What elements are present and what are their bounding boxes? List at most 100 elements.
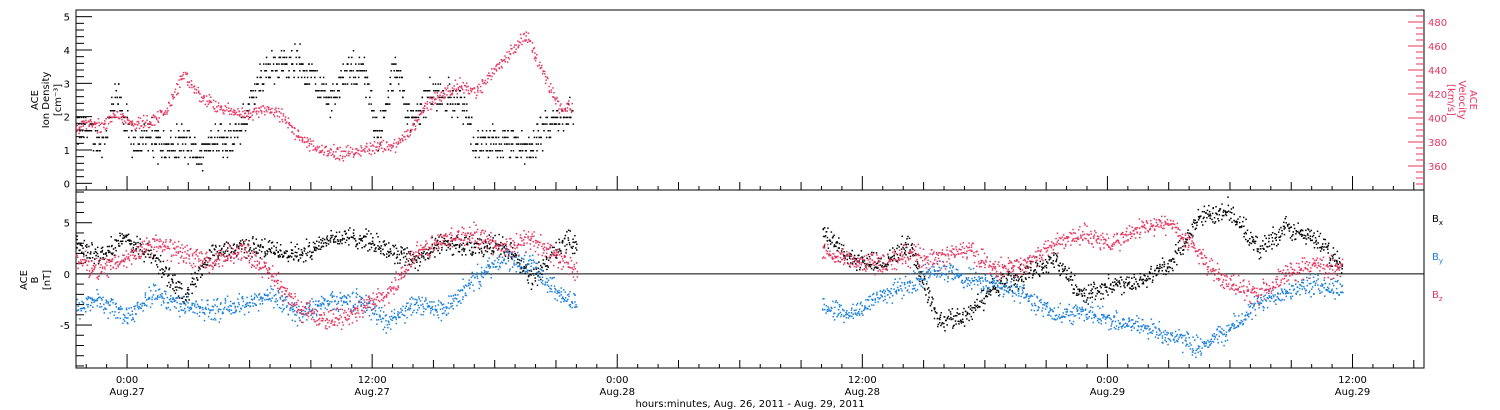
velocity-point (525, 35, 527, 37)
density-point (146, 136, 149, 139)
bx-point (914, 252, 917, 255)
density-point (352, 70, 354, 72)
bx-point (115, 239, 118, 241)
bx-point (1317, 242, 1319, 244)
bx-point (519, 271, 521, 274)
density-point (254, 90, 257, 92)
velocity-point (219, 106, 222, 108)
by-point (107, 317, 110, 320)
velocity-point (456, 83, 458, 85)
velocity-point (407, 129, 409, 131)
by-point (238, 310, 241, 313)
velocity-point (483, 81, 486, 84)
velocity-point (561, 108, 563, 110)
bx-point (191, 277, 194, 279)
velocity-point (505, 57, 507, 59)
density-point (90, 123, 93, 125)
velocity-point (536, 65, 539, 67)
velocity-point (167, 109, 169, 112)
density-point (544, 110, 547, 112)
by-point (258, 294, 260, 296)
by-point (165, 307, 168, 309)
velocity-point (366, 142, 368, 145)
by-point (223, 308, 225, 310)
velocity-point (447, 90, 449, 92)
velocity-point (234, 113, 237, 115)
bx-point (447, 239, 449, 242)
bx-point (134, 243, 137, 246)
bx-point (901, 235, 903, 238)
density-point (282, 56, 284, 59)
bx-point (567, 229, 570, 232)
bx-point (1326, 248, 1329, 250)
by-point (327, 304, 330, 307)
velocity-point (547, 77, 549, 80)
velocity-point (212, 99, 215, 102)
bx-point (1156, 264, 1159, 267)
velocity-point (481, 79, 484, 81)
density-point (165, 143, 167, 145)
velocity-point (422, 107, 425, 109)
bx-point (1018, 278, 1020, 280)
by-point (347, 294, 350, 296)
bx-point (902, 246, 904, 249)
bx-point (868, 255, 871, 258)
velocity-point (197, 86, 199, 89)
bx-point (105, 255, 108, 257)
velocity-point (301, 140, 304, 143)
velocity-point (79, 130, 81, 133)
bx-point (436, 239, 439, 242)
velocity-point (279, 121, 281, 123)
by-point (324, 307, 326, 309)
bx-point (255, 238, 258, 240)
by-point (285, 295, 288, 298)
by-point (532, 259, 535, 261)
bx-point (310, 254, 313, 257)
velocity-point (314, 147, 317, 149)
velocity-point (298, 139, 301, 141)
density-point (243, 116, 246, 119)
bx-point (971, 306, 973, 309)
velocity-point (122, 113, 124, 115)
by-point (287, 314, 290, 316)
bx-point (1077, 294, 1079, 296)
velocity-point (544, 75, 547, 78)
bx-point (1309, 235, 1312, 237)
velocity-point (135, 123, 137, 126)
bx-point (266, 249, 268, 252)
bx-point (1309, 237, 1311, 240)
by-point (345, 296, 348, 299)
velocity-point (399, 138, 402, 141)
bx-point (886, 263, 889, 265)
bx-point (1222, 209, 1225, 212)
bx-point (842, 255, 845, 257)
velocity-point (531, 42, 534, 44)
density-point (387, 96, 390, 99)
velocity-point (227, 102, 229, 104)
bx-point (931, 296, 933, 299)
by-point (199, 311, 201, 314)
by-point (157, 296, 159, 299)
velocity-point (250, 116, 252, 118)
velocity-point (319, 150, 321, 152)
bx-point (294, 251, 297, 254)
velocity-point (166, 113, 168, 115)
bx-point (923, 287, 926, 290)
by-point (373, 312, 376, 315)
velocity-point (234, 109, 236, 112)
velocity-point (381, 147, 383, 149)
by-point (561, 296, 564, 298)
bx-point (900, 248, 903, 250)
density-point (226, 150, 229, 152)
bx-point (992, 287, 995, 289)
velocity-point (513, 44, 516, 46)
bx-point (1327, 252, 1329, 254)
density-point (270, 70, 273, 72)
velocity-point (307, 140, 309, 143)
bx-point (979, 305, 981, 308)
bx-point (406, 253, 408, 255)
density-point (293, 76, 295, 79)
bx-point (325, 242, 328, 245)
bx-point (259, 257, 262, 259)
density-point (555, 123, 558, 125)
